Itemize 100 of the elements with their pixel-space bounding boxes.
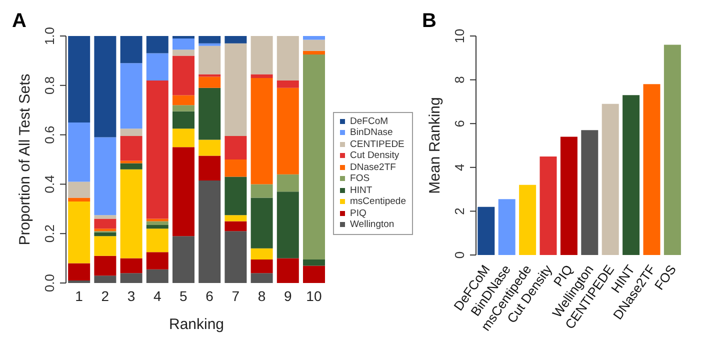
x-axis-title: Ranking [168, 316, 224, 333]
bar [478, 206, 495, 255]
bar [172, 56, 194, 96]
bar [276, 80, 299, 88]
bar [581, 130, 598, 255]
bar [198, 36, 221, 44]
bar [146, 218, 168, 222]
bar [172, 38, 194, 50]
bar [560, 136, 578, 255]
bar [198, 46, 221, 74]
bar [146, 53, 168, 80]
bar [94, 215, 116, 219]
bar [120, 63, 142, 129]
bar [250, 260, 273, 274]
bar [198, 140, 221, 156]
legend-label: BinDNase [350, 127, 393, 138]
bar [172, 50, 194, 56]
bar [68, 36, 90, 122]
bar [94, 228, 116, 232]
bar [120, 273, 142, 283]
bar [120, 258, 142, 274]
bar [146, 252, 168, 270]
bar [68, 122, 90, 182]
bar [303, 36, 325, 40]
bar [120, 128, 142, 136]
bar [120, 160, 142, 164]
bar [276, 88, 299, 174]
bar [146, 80, 168, 219]
bar [622, 95, 640, 255]
bar [250, 273, 273, 283]
legend-label: DeFCoM [350, 116, 388, 127]
bar [224, 221, 247, 232]
bar [224, 36, 247, 44]
bar [198, 43, 221, 46]
bar [224, 43, 247, 136]
bar [303, 40, 325, 51]
bar [198, 156, 221, 180]
bar [94, 276, 116, 283]
legend-label: Wellington [350, 219, 394, 230]
bar [250, 248, 273, 260]
bar [250, 78, 273, 184]
y-tick-label: 8 [452, 76, 467, 84]
x-tick-label: 5 [180, 288, 188, 304]
bar [198, 76, 221, 88]
y-tick-label: 0.4 [42, 175, 57, 194]
bar [198, 88, 221, 140]
bar [146, 269, 168, 283]
bar [172, 95, 194, 106]
bar [276, 192, 299, 258]
bar [224, 160, 247, 177]
legend-label: CENTIPEDE [350, 138, 404, 150]
chart-title: B [422, 10, 436, 33]
bar [224, 231, 247, 283]
y-tick-label: 4 [452, 164, 467, 172]
y-tick-label: 6 [452, 120, 467, 128]
bar [94, 232, 116, 236]
bar [498, 199, 516, 255]
y-tick-label: 0 [452, 251, 467, 259]
bar [540, 156, 557, 255]
legend-label: Cut Density [350, 150, 400, 162]
bar [303, 50, 325, 55]
x-tick-label: 3 [127, 288, 136, 304]
bar [198, 74, 221, 77]
legend-label: DNase2TF [350, 162, 396, 173]
bar [303, 266, 325, 283]
bar [172, 111, 194, 129]
x-tick-label: 2 [101, 288, 110, 304]
bar [172, 236, 194, 283]
x-tick-label: 4 [153, 288, 162, 304]
bar [146, 228, 168, 252]
bar [224, 136, 247, 160]
bar [68, 201, 90, 264]
bar [224, 215, 247, 222]
bar [120, 36, 142, 64]
bar [250, 74, 273, 78]
y-tick-label: 1.0 [42, 26, 57, 46]
x-tick-label: 8 [258, 288, 266, 304]
bar [198, 180, 221, 283]
bar [68, 198, 90, 202]
y-axis-title: Mean Ranking [426, 97, 444, 194]
bar [250, 36, 273, 74]
bar [643, 84, 660, 255]
bar [120, 169, 142, 258]
bar [172, 105, 194, 112]
bar [602, 104, 619, 255]
legend-label: msCentipede [350, 196, 406, 208]
bar [276, 174, 299, 192]
bar [146, 221, 168, 225]
y-axis-title: Proportion of All Test Sets [16, 74, 34, 246]
y-tick-label: 2 [452, 208, 467, 215]
bar [120, 163, 142, 170]
y-tick-label: 0.2 [42, 224, 57, 243]
bar [68, 263, 90, 281]
x-tick-label: 7 [232, 288, 240, 304]
bar [224, 176, 247, 216]
bar [303, 260, 325, 266]
bar [276, 258, 299, 283]
bar [94, 137, 116, 216]
bar [250, 184, 273, 198]
bar [94, 256, 116, 276]
